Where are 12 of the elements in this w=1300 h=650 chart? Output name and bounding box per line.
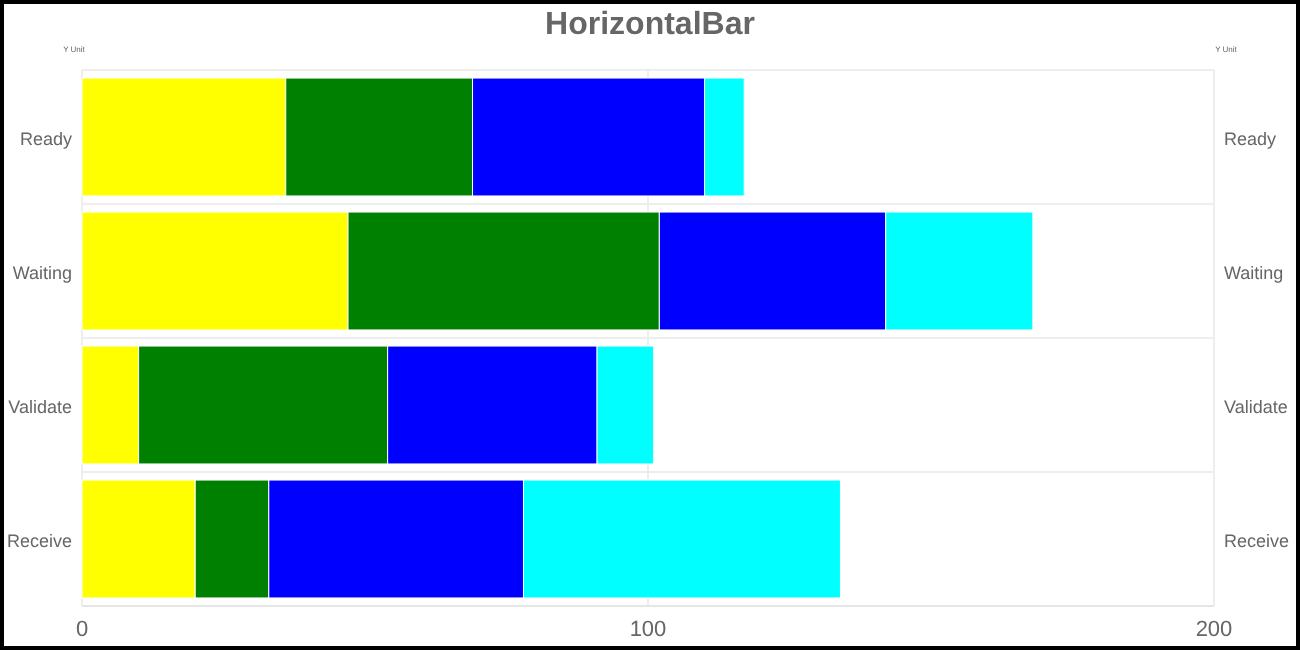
category-label: Validate	[1224, 397, 1288, 417]
x-tick-label: 0	[75, 618, 89, 642]
y-tick-label: Validate	[8, 397, 72, 417]
category-label: Ready	[1224, 129, 1277, 149]
category-label: Receive	[1224, 531, 1290, 551]
category-label: Waiting	[1224, 263, 1284, 283]
chart-title: HorizontalBar	[545, 8, 755, 42]
y-tick-label: Receive	[6, 531, 72, 551]
y-tick-label: Waiting	[12, 263, 72, 283]
x-tick-label: 200	[1195, 618, 1233, 642]
y-tick-label: Ready	[19, 129, 73, 149]
x-tick-label: 100	[629, 618, 667, 642]
